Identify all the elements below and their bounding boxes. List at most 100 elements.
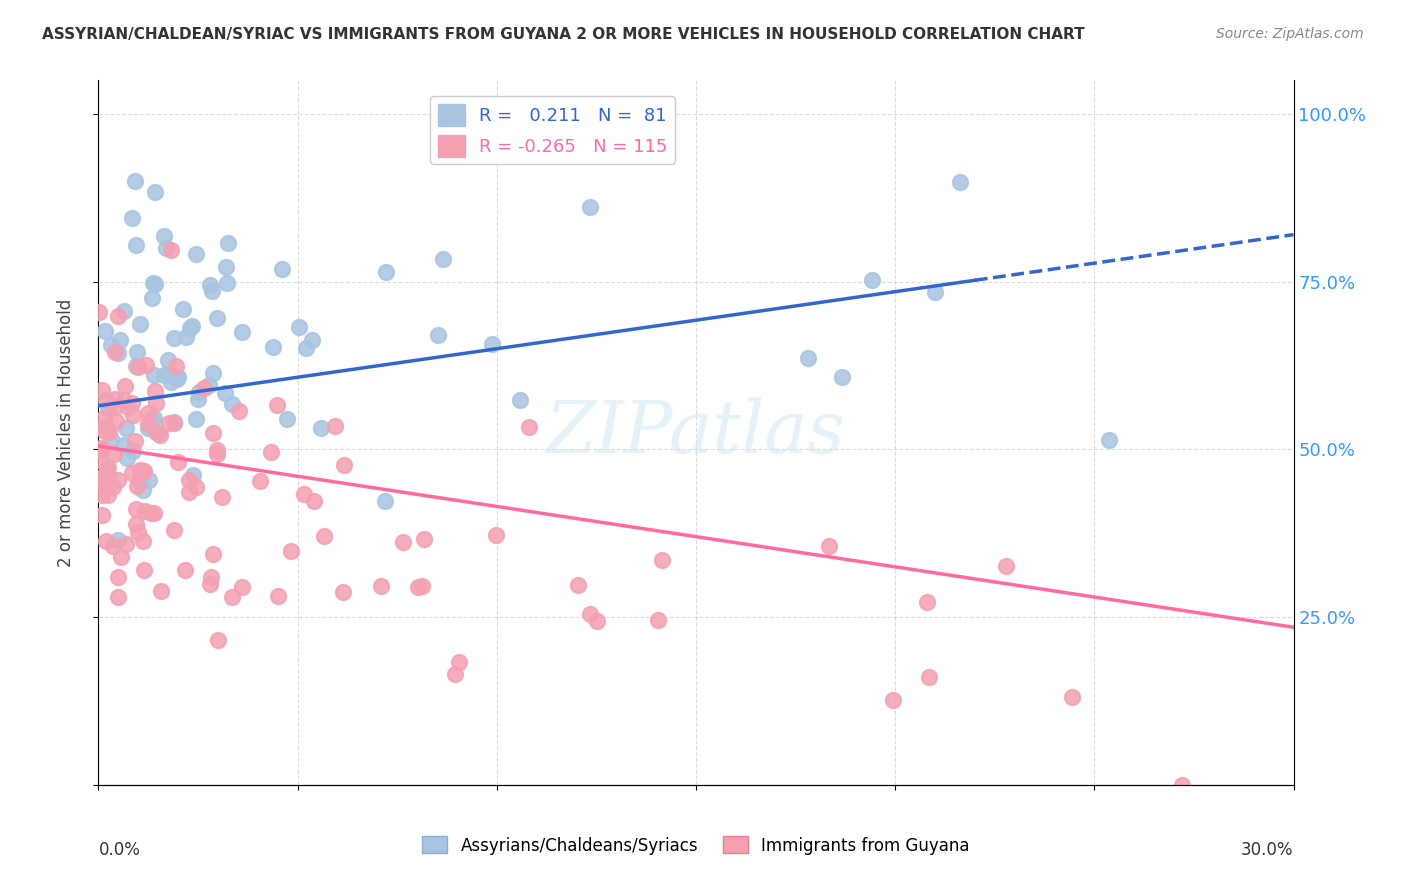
Point [104,414,127,428]
Point [333,458,356,472]
Point [860,273,883,287]
Point [181,468,204,483]
Point [115,421,138,435]
Point [143,185,166,199]
Point [125,502,148,516]
Point [332,584,354,599]
Point [115,450,138,465]
Point [163,523,186,537]
Point [97,488,120,502]
Point [97,401,120,415]
Point [129,463,152,477]
Point [107,309,129,323]
Point [143,384,166,399]
Point [127,359,149,374]
Point [93,410,115,425]
Point [160,376,183,390]
Point [374,493,396,508]
Point [882,693,904,707]
Point [231,580,253,594]
Point [142,411,165,425]
Point [994,558,1017,573]
Text: ASSYRIAN/CHALDEAN/SYRIAC VS IMMIGRANTS FROM GUYANA 2 OR MORE VEHICLES IN HOUSEHO: ASSYRIAN/CHALDEAN/SYRIAC VS IMMIGRANTS F… [42,27,1085,42]
Point [100,338,122,352]
Point [167,370,190,384]
Point [215,277,238,291]
Point [485,528,508,542]
Point [114,379,136,393]
Point [818,539,841,553]
Point [115,537,138,551]
Point [202,548,225,562]
Point [127,524,149,539]
Point [413,532,436,546]
Point [93,475,115,490]
Point [207,633,229,648]
Point [143,277,166,291]
Point [915,595,938,609]
Point [94,424,117,438]
Point [271,261,294,276]
Point [141,292,163,306]
Point [153,368,176,382]
Point [127,479,149,493]
Point [174,330,197,344]
Point [141,413,163,427]
Point [187,392,209,406]
Point [145,425,167,439]
Text: Source: ZipAtlas.com: Source: ZipAtlas.com [1216,27,1364,41]
Point [201,284,224,298]
Point [280,544,302,558]
Point [179,321,201,335]
Point [132,563,155,577]
Point [567,578,589,592]
Point [112,438,135,452]
Point [156,352,179,367]
Point [101,539,124,553]
Point [129,473,152,487]
Point [132,483,155,498]
Point [184,412,207,426]
Point [112,392,135,407]
Point [924,285,946,300]
Point [312,529,335,543]
Point [288,319,311,334]
Point [391,534,413,549]
Point [432,252,454,266]
Point [172,301,194,316]
Point [155,241,177,255]
Point [117,401,139,415]
Point [202,366,225,380]
Point [177,484,200,499]
Point [107,590,129,604]
Point [146,426,169,441]
Point [509,392,531,407]
Point [112,304,135,318]
Text: 0.0%: 0.0% [98,841,141,859]
Point [96,462,118,476]
Point [221,591,243,605]
Point [166,455,188,469]
Point [200,570,222,584]
Point [202,425,225,440]
Point [142,277,165,291]
Point [276,412,298,426]
Point [184,247,207,261]
Point [96,534,118,549]
Point [292,487,315,501]
Point [90,443,112,458]
Point [103,400,125,414]
Point [1170,778,1192,792]
Point [97,468,120,483]
Point [160,244,183,258]
Point [949,175,972,189]
Point [148,427,170,442]
Point [103,447,125,461]
Point [228,404,250,418]
Point [647,613,669,627]
Point [1098,434,1121,448]
Point [267,589,290,603]
Point [214,386,236,401]
Point [517,419,540,434]
Point [107,569,129,583]
